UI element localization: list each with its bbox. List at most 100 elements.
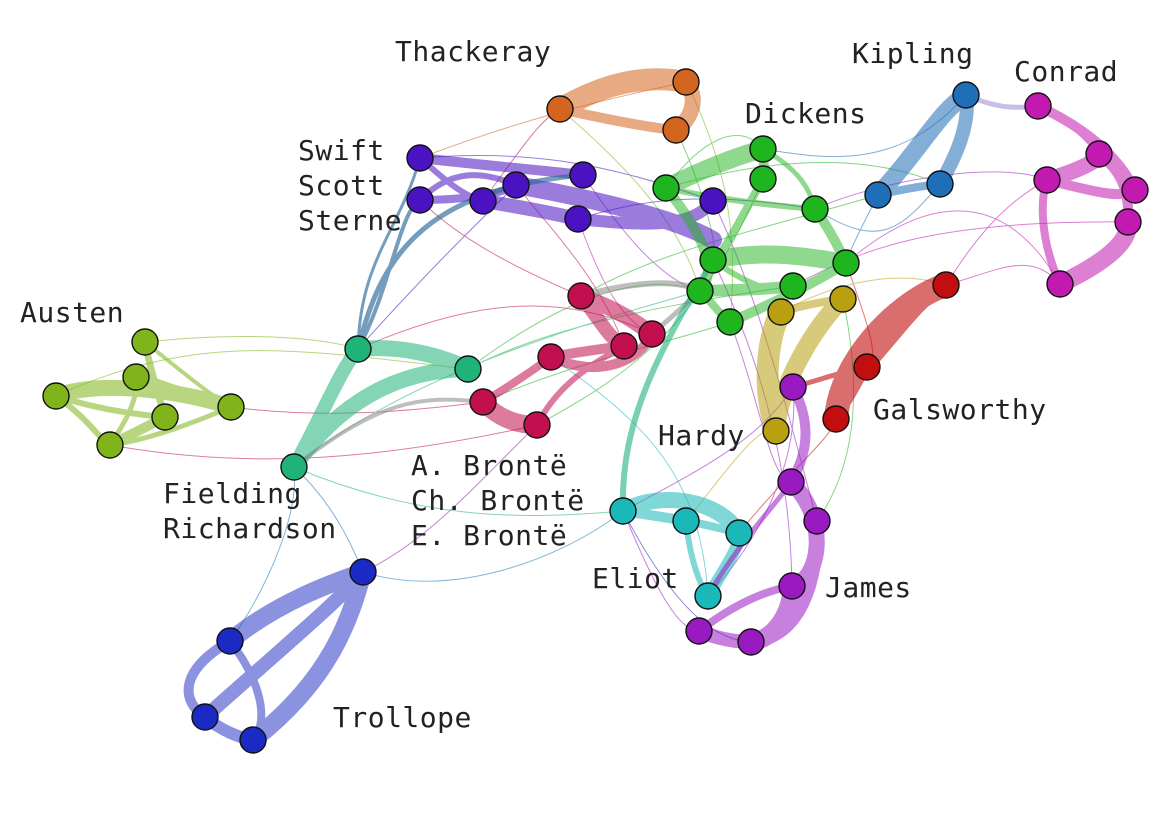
austen-node [122,363,150,391]
eliot-node [725,519,753,547]
dickens-node [779,272,807,300]
bronte-node [469,388,497,416]
swift-scott-sterne-node [569,161,597,189]
bronte-node [638,320,666,348]
trollope-nodes [191,558,377,754]
bronte-node [523,411,551,439]
label-sterne: Sterne [298,204,402,237]
label-scott: Scott [298,169,385,202]
hardy-node [829,285,857,313]
conrad-nodes [1024,92,1149,298]
james-nodes [685,373,831,656]
trollope-node [349,558,377,586]
label-e-bronte: E. Brontë [411,519,567,552]
label-galsworthy: Galsworthy [873,393,1047,426]
james-node [685,617,713,645]
eliot-node [694,582,722,610]
austen-links [48,338,239,450]
james-node [777,468,805,496]
dickens-node [686,277,714,305]
label-kipling: Kipling [852,37,974,70]
eliot-node [672,507,700,535]
kipling-node [864,181,892,209]
james-node [737,628,765,656]
conrad-node [1085,140,1113,168]
swift-scott-sterne-node [406,186,434,214]
james-node [779,373,807,401]
label-hardy: Hardy [658,419,745,452]
dickens-node [716,308,744,336]
galsworthy-node [822,405,850,433]
label-richardson: Richardson [163,512,337,545]
thackeray-node [546,95,574,123]
conrad-node [1121,176,1149,204]
label-a-bronte: A. Brontë [411,449,567,482]
swift-scott-sterne-node [699,187,727,215]
swift-scott-sterne-node [564,205,592,233]
bronte-node [537,343,565,371]
fielding-richardson-node [280,453,308,481]
thackeray-nodes [546,68,700,144]
fielding-richardson-node [344,335,372,363]
conrad-node [1033,166,1061,194]
bronte-links [474,288,660,434]
label-eliot: Eliot [592,562,679,595]
swift-scott-sterne-node [406,144,434,172]
james-node [778,572,806,600]
thackeray-node [672,68,700,96]
kipling-node [952,81,980,109]
trollope-node [239,726,267,754]
fielding-richardson-nodes [280,335,482,481]
james-node [803,507,831,535]
author-labels: Thackeray Kipling Conrad Dickens Swift S… [20,35,1118,734]
eliot-nodes [609,497,753,610]
kipling-links [869,86,975,204]
kipling-node [926,170,954,198]
hardy-node [762,417,790,445]
dickens-node [652,174,680,202]
conrad-node [1024,92,1052,120]
conrad-node [1046,270,1074,298]
austen-node [96,431,124,459]
swift-scott-sterne-node [502,171,530,199]
austen-node [151,403,179,431]
galsworthy-node [853,353,881,381]
dickens-node [801,195,829,223]
dickens-nodes [652,135,860,336]
conrad-node [1114,208,1142,236]
kipling-nodes [864,81,980,209]
galsworthy-nodes [822,271,960,433]
label-dickens: Dickens [745,97,867,130]
bronte-node [567,282,595,310]
label-austen: Austen [20,296,124,329]
austen-node [42,382,70,410]
austen-node [131,328,159,356]
dickens-node [749,165,777,193]
label-thackeray: Thackeray [395,35,551,68]
dickens-node [832,249,860,277]
fielding-richardson-node [454,355,482,383]
label-swift: Swift [298,134,385,167]
label-conrad: Conrad [1014,55,1118,88]
thackeray-node [662,116,690,144]
hardy-nodes [762,285,857,445]
hardy-node [767,298,795,326]
label-trollope: Trollope [333,701,472,734]
eliot-node [609,497,637,525]
swift-scott-sterne-nodes [406,144,727,233]
label-fielding: Fielding [163,477,302,510]
galsworthy-node [932,271,960,299]
trollope-node [216,627,244,655]
austen-nodes [42,328,245,459]
dickens-node [749,135,777,163]
swift-scott-sterne-node [469,187,497,215]
bronte-node [610,332,638,360]
trollope-node [191,703,219,731]
bronte-nodes [469,282,666,439]
label-ch-bronte: Ch. Brontë [411,484,585,517]
label-james: James [825,571,912,604]
austen-node [217,393,245,421]
dickens-node [699,246,727,274]
bronte-gray-links [292,280,703,469]
